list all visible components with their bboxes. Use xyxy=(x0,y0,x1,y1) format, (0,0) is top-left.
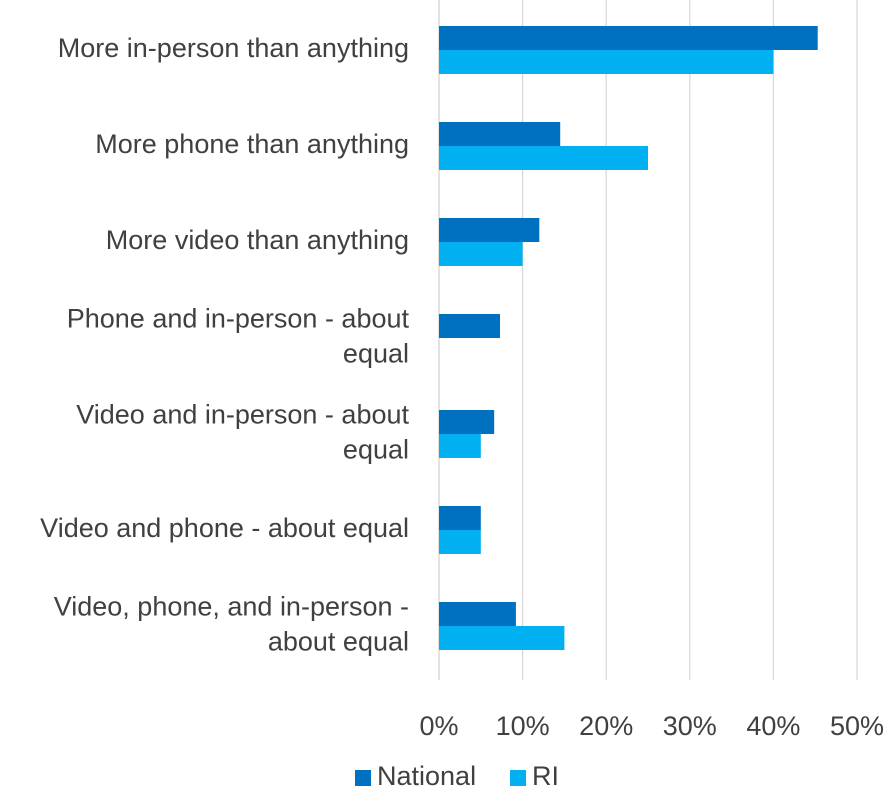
category-label: Phone and in-person - about equal xyxy=(67,304,410,369)
bar-national xyxy=(439,218,540,242)
x-tick-label: 30% xyxy=(663,711,717,741)
bar-national xyxy=(439,410,495,434)
x-tick-label: 0% xyxy=(419,711,458,741)
category-label: More video than anything xyxy=(106,225,409,255)
legend-swatch-national xyxy=(355,770,371,786)
bar-national xyxy=(439,26,818,50)
category-label: Video, phone, and in-person -about equal xyxy=(54,592,409,657)
category-label: More in-person than anything xyxy=(58,33,409,63)
bar-national xyxy=(439,506,481,530)
bar-ri xyxy=(439,50,774,74)
legend-label-ri: RI xyxy=(532,761,559,791)
x-axis-tick-labels: 0% 10% 20% 30% 40% 50% xyxy=(419,711,884,741)
bar-ri xyxy=(439,626,565,650)
gridlines xyxy=(438,0,858,680)
bar-ri xyxy=(439,242,523,266)
x-tick-label: 40% xyxy=(746,711,800,741)
bar-ri xyxy=(439,530,481,554)
category-label: More phone than anything xyxy=(95,129,409,159)
x-tick-label: 10% xyxy=(496,711,550,741)
bar-ri xyxy=(439,146,648,170)
bar-ri xyxy=(439,434,481,458)
bar-national xyxy=(439,602,516,626)
legend-label-national: National xyxy=(377,761,476,791)
bar-national xyxy=(439,314,501,338)
legend-swatch-ri xyxy=(510,770,526,786)
category-labels: More in-person than anything More phone t… xyxy=(40,33,409,657)
category-label: Video and phone - about equal xyxy=(40,513,409,543)
bar-national xyxy=(439,122,561,146)
legend: National RI xyxy=(355,761,559,791)
category-label: Video and in-person - about equal xyxy=(76,400,409,465)
x-tick-label: 50% xyxy=(830,711,884,741)
x-tick-label: 20% xyxy=(579,711,633,741)
bars xyxy=(439,26,818,650)
